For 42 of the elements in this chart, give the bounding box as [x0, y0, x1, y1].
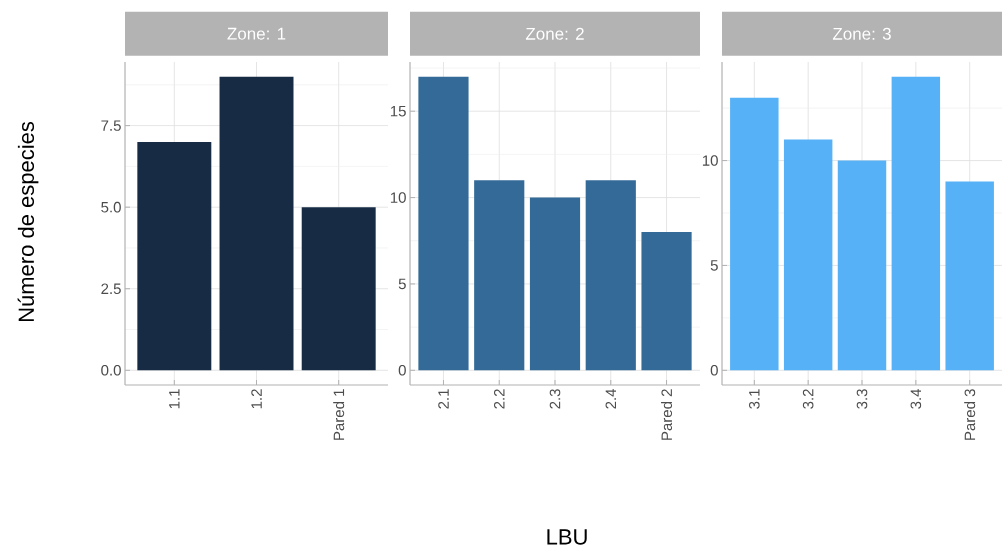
x-tick-label: Pared 1	[333, 389, 345, 440]
x-axis-title: LBU	[547, 529, 587, 545]
bar	[219, 76, 294, 371]
bar	[474, 180, 525, 371]
x-tick-label: 2.3	[549, 389, 561, 409]
bar	[641, 232, 692, 371]
chart-title: Zone: 1	[227, 27, 286, 40]
y-tick-label: 10	[390, 192, 406, 203]
bar	[783, 139, 833, 371]
bar	[730, 97, 779, 371]
x-tick-label: 3.4	[910, 388, 922, 409]
bar	[137, 141, 212, 371]
y-tick-label: 0	[710, 364, 718, 376]
y-axis-title: Número de especies	[17, 121, 39, 322]
y-tick-label: 5.0	[101, 201, 121, 213]
x-tick-label: 3.2	[802, 389, 814, 409]
x-tick-label: Pared 3	[964, 389, 976, 440]
x-tick-label: 2.1	[438, 389, 449, 409]
y-tick-label: 2.5	[101, 283, 121, 295]
y-tick-label: 0.0	[101, 364, 121, 376]
y-tick-label: 0	[398, 364, 406, 376]
x-tick-label: 2.2	[494, 389, 505, 409]
bar	[418, 76, 469, 371]
bar	[891, 76, 941, 371]
y-tick-label: 5	[710, 260, 718, 271]
chart-title: Zone: 3	[832, 27, 891, 40]
bar	[837, 160, 887, 371]
bar	[301, 207, 376, 371]
y-tick-label: 10	[702, 155, 718, 166]
y-tick-label: 5	[398, 278, 406, 290]
bar	[585, 180, 636, 371]
x-tick-label: 3.3	[856, 389, 868, 409]
x-tick-label: 1.2	[251, 389, 262, 409]
chart-title: Zone: 2	[525, 27, 584, 40]
x-tick-label: 3.1	[749, 389, 760, 409]
bar	[529, 197, 581, 371]
y-tick-label: 7.5	[101, 120, 121, 131]
x-tick-label: Pared 2	[661, 389, 673, 440]
y-tick-label: 15	[390, 105, 406, 117]
x-tick-label: 1.1	[169, 389, 180, 409]
bar	[945, 181, 994, 371]
x-tick-label: 2.4	[605, 388, 617, 409]
